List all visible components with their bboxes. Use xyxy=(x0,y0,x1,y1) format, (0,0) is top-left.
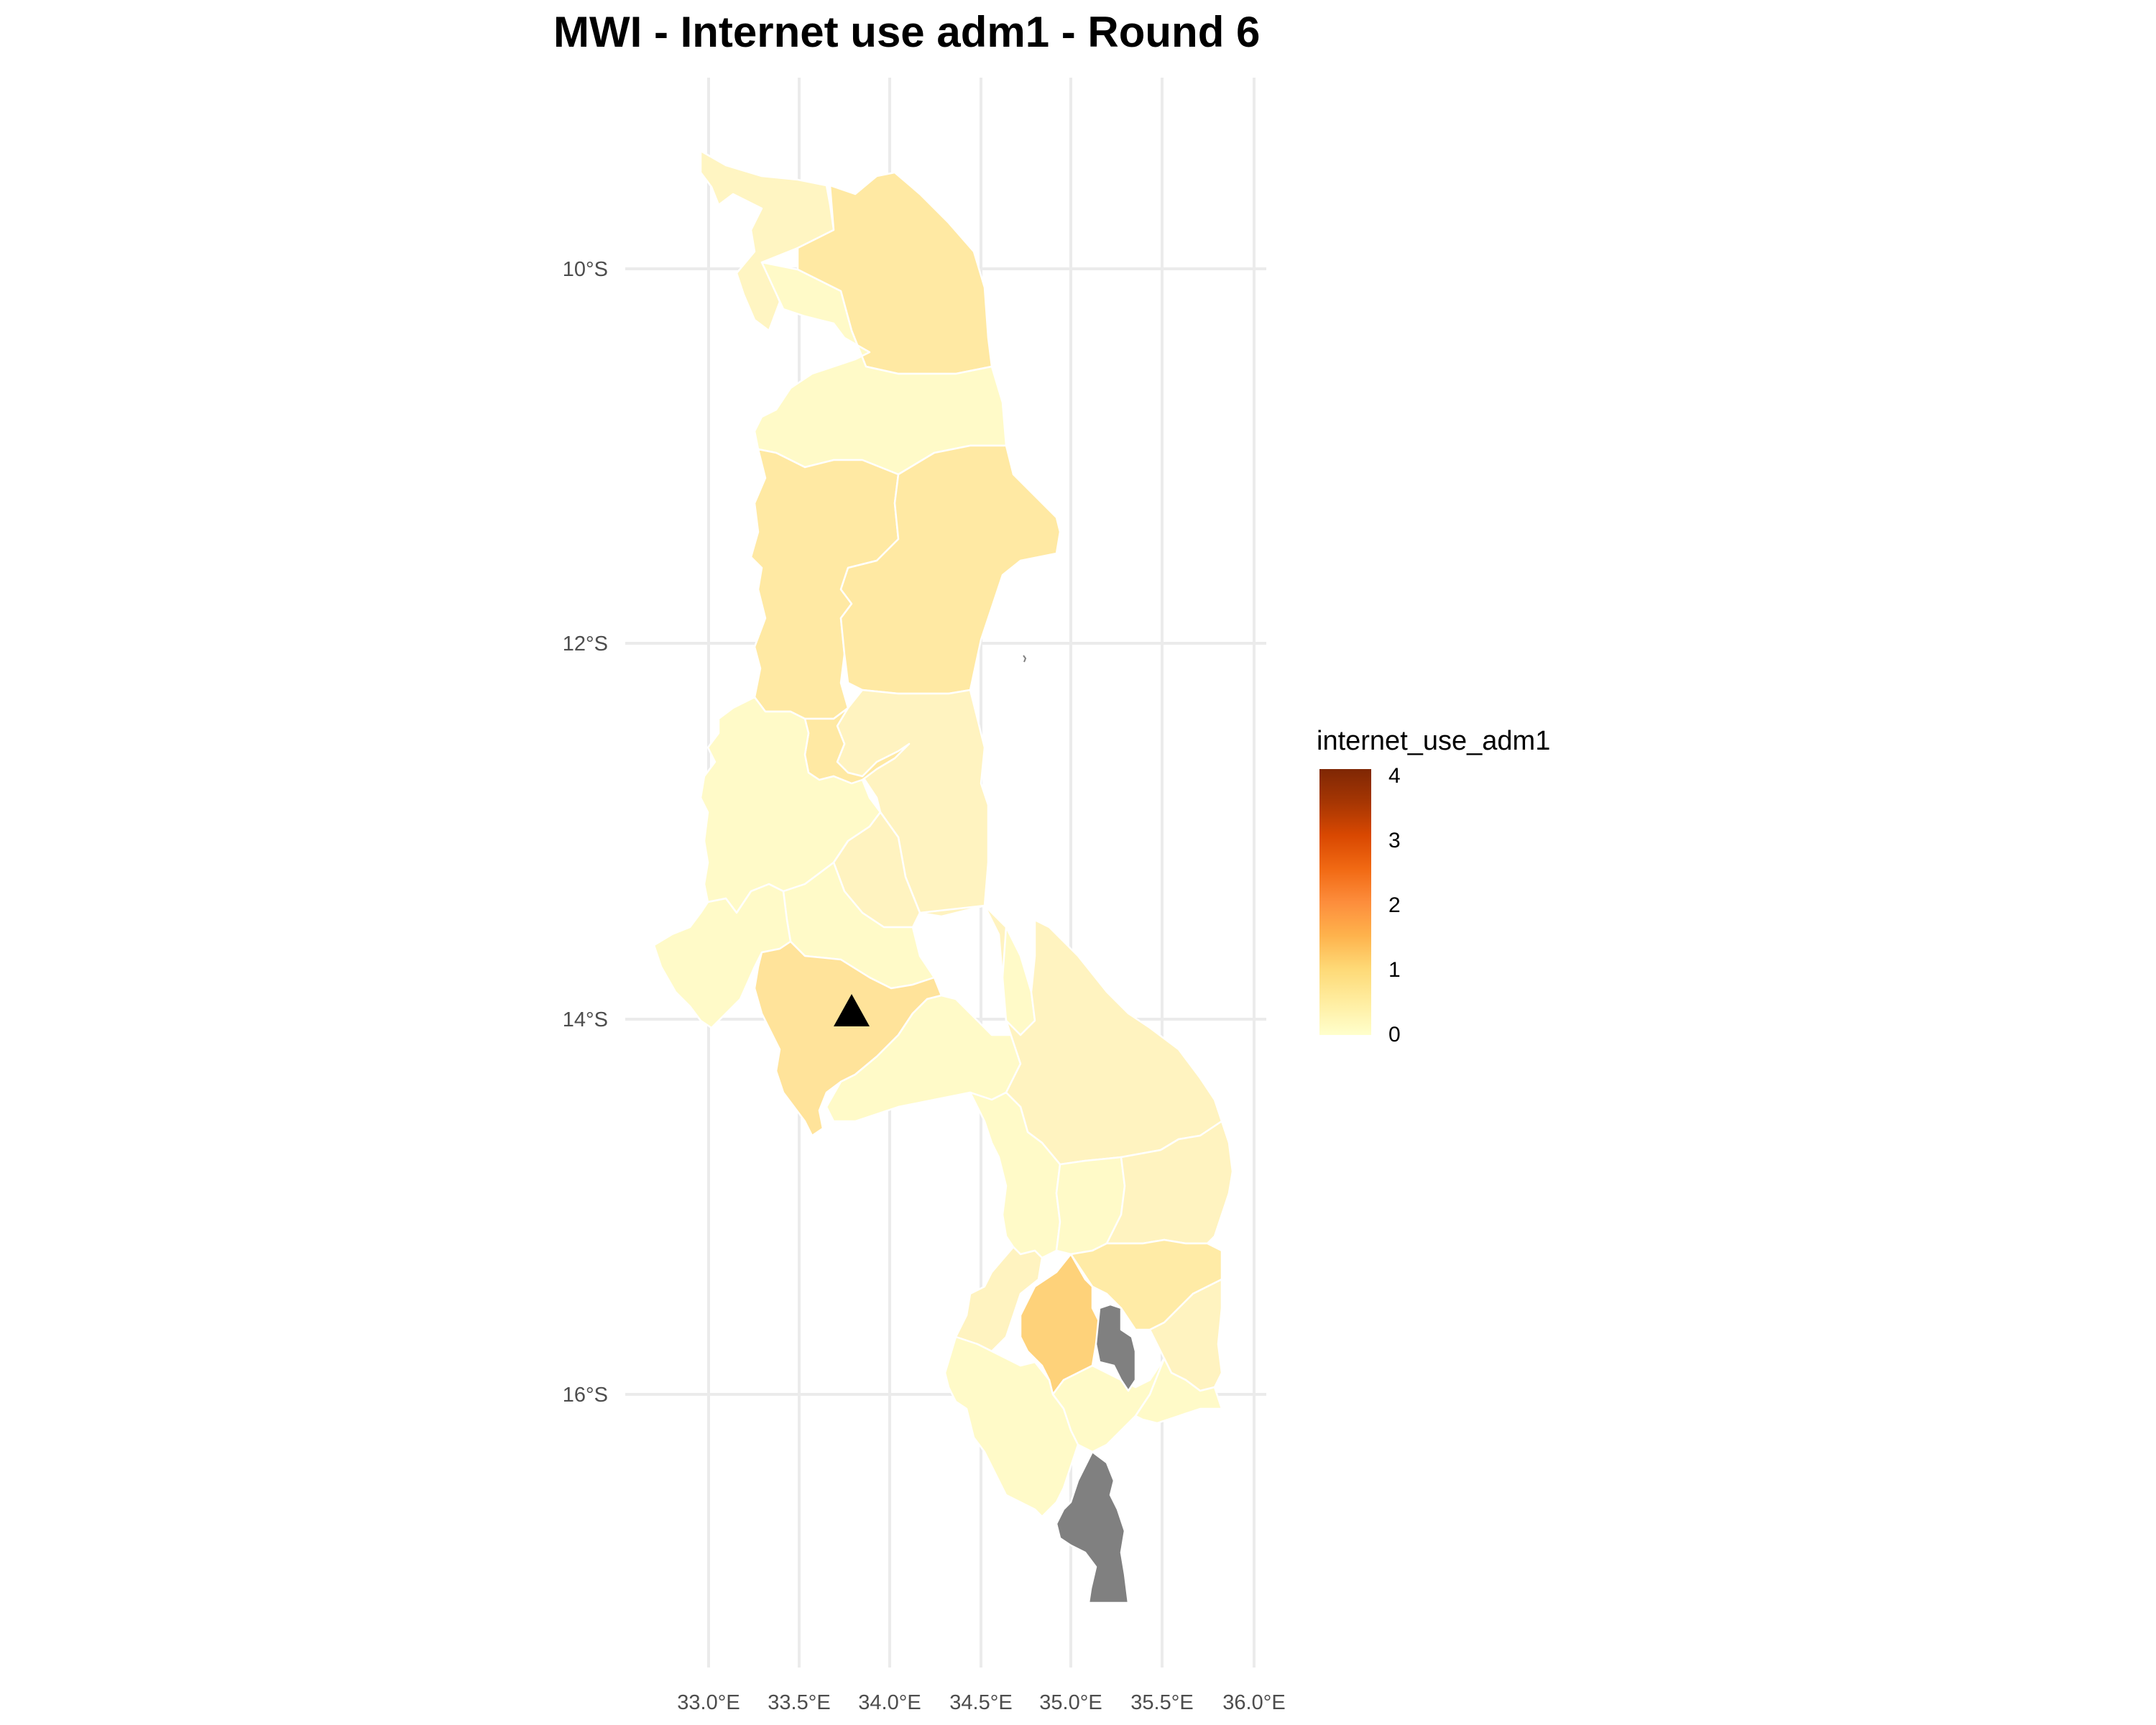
legend-tick-label: 3 xyxy=(1388,829,1401,852)
legend-tick-label: 0 xyxy=(1388,1023,1401,1046)
x-tick-label: 33.0°E xyxy=(677,1691,740,1714)
x-tick-label: 35.5°E xyxy=(1130,1691,1193,1714)
region-chiradzulu xyxy=(1095,1303,1137,1392)
x-tick-label: 35.0°E xyxy=(1039,1691,1102,1714)
region-mulanje xyxy=(1134,1357,1223,1425)
capital-marker-triangle xyxy=(834,994,870,1026)
y-tick-label: 14°S xyxy=(563,1008,608,1031)
region-chikwawa xyxy=(944,1335,1079,1518)
region-thyolo xyxy=(1051,1357,1166,1453)
likoma-island xyxy=(1023,655,1027,663)
region-mchinji xyxy=(653,883,792,1029)
legend-tick-label: 4 xyxy=(1388,764,1401,788)
x-tick-label: 34.5°E xyxy=(949,1691,1012,1714)
y-tick-label: 16°S xyxy=(563,1384,608,1407)
region-dedza xyxy=(825,926,1036,1123)
regions xyxy=(653,150,1234,1604)
legend-tick-label: 1 xyxy=(1388,958,1401,982)
region-neno xyxy=(954,1246,1044,1353)
y-axis-labels: 10°S 12°S 14°S 16°S xyxy=(563,258,608,1407)
x-tick-label: 33.5°E xyxy=(768,1691,830,1714)
region-chitipa xyxy=(699,150,835,332)
y-tick-label: 12°S xyxy=(563,632,608,656)
region-nsanje xyxy=(1055,1450,1130,1604)
x-axis-labels: 33.0°E 33.5°E 34.0°E 34.5°E 35.0°E 35.5°… xyxy=(677,1691,1285,1714)
legend-title: internet_use_adm1 xyxy=(1317,726,1551,756)
legend-tick-label: 2 xyxy=(1388,893,1401,917)
legend: internet_use_adm1 4 3 2 1 0 xyxy=(1317,726,1618,1057)
legend-color-bar xyxy=(1319,769,1371,1035)
region-mangochi xyxy=(1005,919,1223,1166)
x-tick-label: 36.0°E xyxy=(1222,1691,1285,1714)
y-tick-label: 10°S xyxy=(563,258,608,281)
x-tick-label: 34.0°E xyxy=(858,1691,921,1714)
map-title: MWI - Internet use adm1 - Round 6 xyxy=(553,8,1261,56)
